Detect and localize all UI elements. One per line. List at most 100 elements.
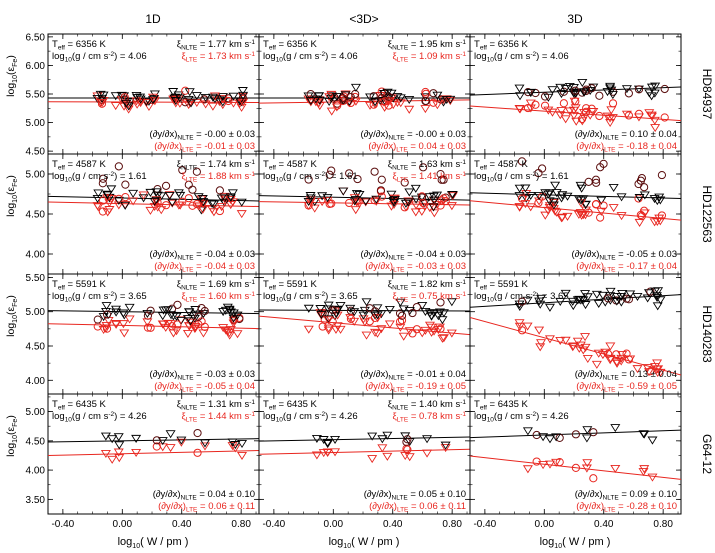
slope-nlte-label: (∂y/∂x)NLTE = 0.09 ± 0.10 [575,489,677,502]
data-point-triangle [602,112,613,121]
data-point-circle [325,170,334,179]
data-point-triangle [625,355,636,364]
data-point-triangle [576,196,587,205]
column-title-mean3d: <3D> [349,12,378,26]
data-point-triangle [651,292,662,301]
data-point-triangle [388,198,400,207]
data-point-triangle [550,181,561,190]
data-point-circle [338,94,347,103]
data-point-triangle [95,99,106,108]
data-point-triangle [525,191,536,201]
nlte-fit-line [259,436,470,442]
data-point-triangle [392,93,403,102]
data-point-triangle [114,454,125,463]
data-point-triangle [576,184,587,193]
data-point-triangle [102,194,113,203]
data-point-triangle [110,92,121,101]
data-point-triangle [555,111,566,120]
data-point-triangle [410,184,421,193]
data-point-triangle [556,90,567,99]
data-point-triangle [638,468,649,477]
data-point-triangle [365,93,376,102]
data-point-triangle [543,190,554,199]
data-point-triangle [360,197,371,206]
data-point-triangle [548,201,559,210]
data-point-triangle [131,448,142,457]
data-point-triangle [222,327,233,336]
y-tick-label: 6.50 [26,32,46,43]
xi-nlte-label: ξNLTE = 1.69 km s-1 [177,279,256,292]
data-point-triangle [330,309,342,318]
data-point-triangle [544,303,555,312]
data-point-triangle [232,330,243,339]
teff-label: Teff = 5591 K [474,279,529,292]
data-point-triangle [200,94,211,103]
data-point-triangle [540,211,551,220]
panel-grid: HD84937 log10(εFe) 4.50 5.00 5.50 6.00 6.50 Tef… [5,32,714,530]
data-point-triangle [228,317,239,326]
panel: -0.40 0.00 0.40 0.80 3.50 4.00 4.50 5.00 Teff = … [26,393,260,530]
data-point-circle [408,308,417,318]
panel-content [259,83,470,116]
data-point-triangle [207,93,218,102]
data-point-triangle [515,92,526,101]
data-point-triangle [432,91,443,100]
data-point-triangle [121,99,132,108]
lte-fit-line [470,105,681,122]
data-point-triangle [580,301,591,310]
xi-lte-label: ξLTE = 1.60 km s-1 [181,291,255,304]
data-point-triangle [655,217,666,226]
data-point-circle [634,109,644,118]
data-point-triangle [625,290,636,299]
data-point-circle [328,317,337,326]
x-tick-label: 0.00 [535,519,555,530]
data-point-triangle [432,191,443,200]
y-tick-label: 4.50 [26,436,46,447]
data-point-circle [571,430,581,439]
data-point-triangle [611,297,622,306]
y-tick-label: 4.00 [26,466,46,477]
data-point-triangle [605,292,616,301]
data-point-triangle [564,83,575,92]
teff-label: Teff = 6435 K [52,399,107,412]
data-point-triangle [138,194,149,203]
panel-content [470,287,681,378]
data-point-triangle [225,196,236,205]
data-point-triangle [400,452,411,461]
data-point-triangle [521,194,532,203]
data-point-circle [152,436,161,445]
data-point-triangle [445,97,456,106]
data-point-triangle [432,201,443,210]
data-point-triangle [652,294,663,303]
teff-label: Teff = 6356 K [52,39,107,52]
data-point-triangle [582,459,593,468]
slope-lte-label: (∂y/∂x)LTE = -0.18 ± 0.04 [576,141,677,154]
data-point-triangle [384,305,395,314]
xi-lte-label: ξLTE = 1.09 km s-1 [392,51,466,64]
data-point-triangle [370,98,381,107]
data-point-triangle [119,311,130,320]
logg-label: log10(g / cm s-2) = 3.65 [474,291,569,304]
y-axis-label: log10(εFe) [5,295,19,337]
data-point-triangle [651,365,662,374]
data-point-triangle [440,444,451,453]
data-point-triangle [152,203,163,212]
data-point-triangle [372,329,383,338]
data-point-triangle [228,314,239,323]
xi-nlte-label: ξNLTE = 1.63 km s-1 [388,159,467,172]
data-point-circle [581,107,591,116]
data-point-triangle [382,452,393,461]
data-point-triangle [114,441,125,450]
xi-nlte-label: ξNLTE = 1.95 km s-1 [388,39,467,52]
nlte-fit-line [470,429,681,439]
data-point-triangle [217,93,228,102]
data-point-circle [436,324,445,333]
teff-label: Teff = 6435 K [474,399,529,412]
x-tick-label: -0.40 [473,519,496,530]
data-point-circle [93,315,102,324]
data-point-circle [589,428,598,437]
panel-frame [469,393,682,515]
data-point-circle [540,92,550,101]
